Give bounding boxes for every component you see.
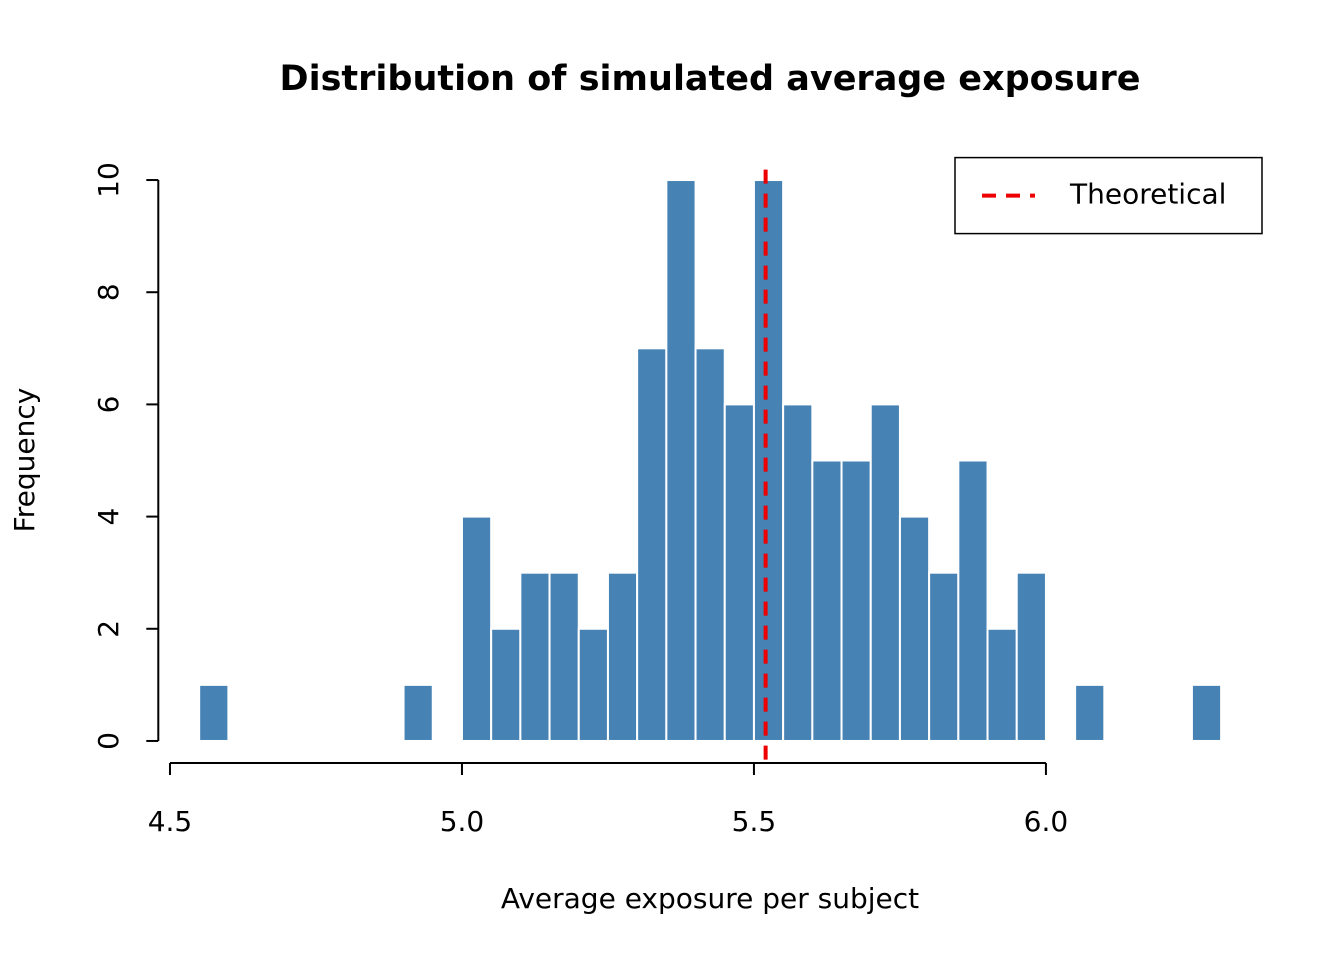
bar xyxy=(577,627,609,742)
y-tick-label: 8 xyxy=(92,283,125,301)
chart-title: Distribution of simulated average exposu… xyxy=(280,59,1141,99)
bar xyxy=(986,627,1018,742)
y-tick-label: 2 xyxy=(92,620,125,638)
x-tick-label: 5.5 xyxy=(732,805,777,838)
bar xyxy=(402,683,434,742)
bar xyxy=(898,515,931,742)
bar xyxy=(723,403,755,742)
bar xyxy=(490,627,522,742)
bar xyxy=(1074,683,1106,742)
bar xyxy=(694,347,726,742)
bar xyxy=(811,459,843,742)
bar xyxy=(869,403,901,742)
bar xyxy=(460,515,493,742)
y-tick-label: 6 xyxy=(92,395,125,413)
bar xyxy=(665,179,697,742)
y-tick-label: 10 xyxy=(92,162,125,198)
y-tick-label: 4 xyxy=(92,508,125,526)
legend-label: Theoretical xyxy=(1069,178,1226,211)
bar xyxy=(840,459,872,742)
y-tick-label: 0 xyxy=(92,732,125,750)
x-tick-label: 6.0 xyxy=(1024,805,1069,838)
bar xyxy=(548,571,580,742)
x-tick-label: 4.5 xyxy=(148,805,193,838)
bar xyxy=(782,403,814,742)
bar xyxy=(1190,683,1223,742)
bar xyxy=(1015,571,1047,742)
bar xyxy=(928,571,960,742)
bar xyxy=(198,683,230,742)
bar xyxy=(752,179,785,742)
x-tick-label: 5.0 xyxy=(440,805,485,838)
bar xyxy=(519,571,551,742)
bar xyxy=(957,459,989,742)
bar xyxy=(606,571,639,742)
x-axis-label: Average exposure per subject xyxy=(501,882,919,915)
y-axis-label: Frequency xyxy=(8,388,41,533)
bar xyxy=(636,347,668,742)
